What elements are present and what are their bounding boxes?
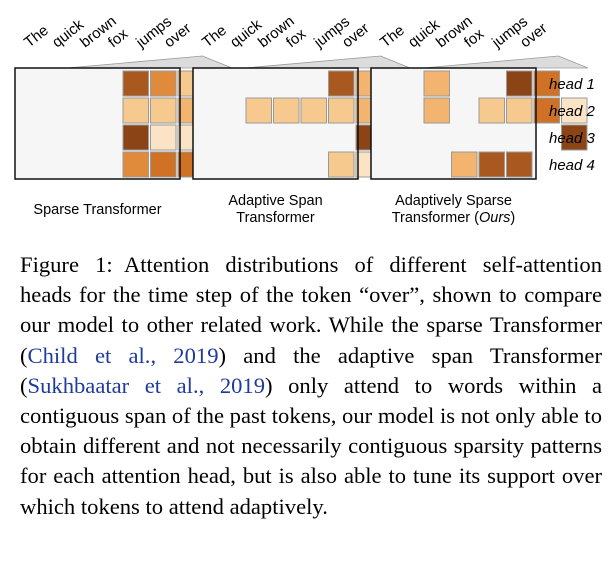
- attention-cell: [150, 70, 177, 97]
- attention-cell: [150, 151, 177, 178]
- attention-cell: [451, 151, 478, 178]
- panel-border: [14, 67, 181, 180]
- caption-text-1: Attention distributions of different sel…: [20, 252, 602, 368]
- panel-title: Transformer: [236, 210, 315, 226]
- token-label: The: [377, 22, 408, 51]
- token-label: The: [21, 22, 52, 51]
- attention-cell: [300, 97, 327, 124]
- attention-cell: [328, 70, 355, 97]
- caption-text-3: ) only attend to words within a contiguo…: [20, 372, 603, 519]
- attention-figure: The quick brown fox jumps over Sparse Transfor…: [0, 0, 616, 240]
- head-label: head 2: [549, 103, 596, 120]
- panel-title: Adaptive Span: [228, 193, 322, 209]
- citation-sukhbaatar-2019[interactable]: Sukhbaatar et al., 2019: [27, 372, 266, 398]
- attention-cell: [478, 97, 505, 124]
- attention-cell: [561, 124, 588, 151]
- attention-cell: [150, 97, 177, 124]
- attention-cell: [506, 70, 533, 97]
- attention-cell: [478, 151, 505, 178]
- attention-cell: [150, 124, 177, 151]
- attention-fan: [244, 55, 411, 69]
- attention-cell: [533, 97, 560, 124]
- figure-caption: Figure 1: Attention distributions of dif…: [20, 250, 602, 522]
- attention-cell: [245, 97, 272, 124]
- attention-fan: [422, 55, 589, 69]
- attention-cell: [273, 97, 300, 124]
- head-label: head 4: [549, 157, 595, 174]
- panel-title: Transformer (Ours): [392, 210, 516, 226]
- attention-cell: [122, 124, 149, 151]
- head-label: head 3: [549, 130, 596, 147]
- attention-cell: [506, 151, 533, 178]
- panel-border: [192, 67, 359, 180]
- attention-cell: [423, 70, 450, 97]
- attention-fan: [66, 55, 233, 69]
- panel-border: [370, 67, 537, 180]
- head-label: head 1: [549, 76, 595, 93]
- attention-cell: [533, 70, 560, 97]
- panel-title: Sparse Transformer: [33, 202, 161, 218]
- attention-cell: [506, 97, 533, 124]
- attention-cell: [561, 97, 588, 124]
- attention-cell: [423, 97, 450, 124]
- attention-cell: [122, 151, 149, 178]
- caption-text-2: ) and the adaptive span Transformer (: [20, 342, 602, 398]
- token-label: The: [199, 22, 230, 51]
- panel-title: Adaptively Sparse: [395, 193, 512, 209]
- citation-child-2019[interactable]: Child et al., 2019: [27, 342, 219, 368]
- attention-cell: [328, 97, 355, 124]
- attention-cell: [328, 151, 355, 178]
- attention-cell: [122, 70, 149, 97]
- caption-label: Figure 1:: [20, 252, 113, 277]
- attention-cell: [122, 97, 149, 124]
